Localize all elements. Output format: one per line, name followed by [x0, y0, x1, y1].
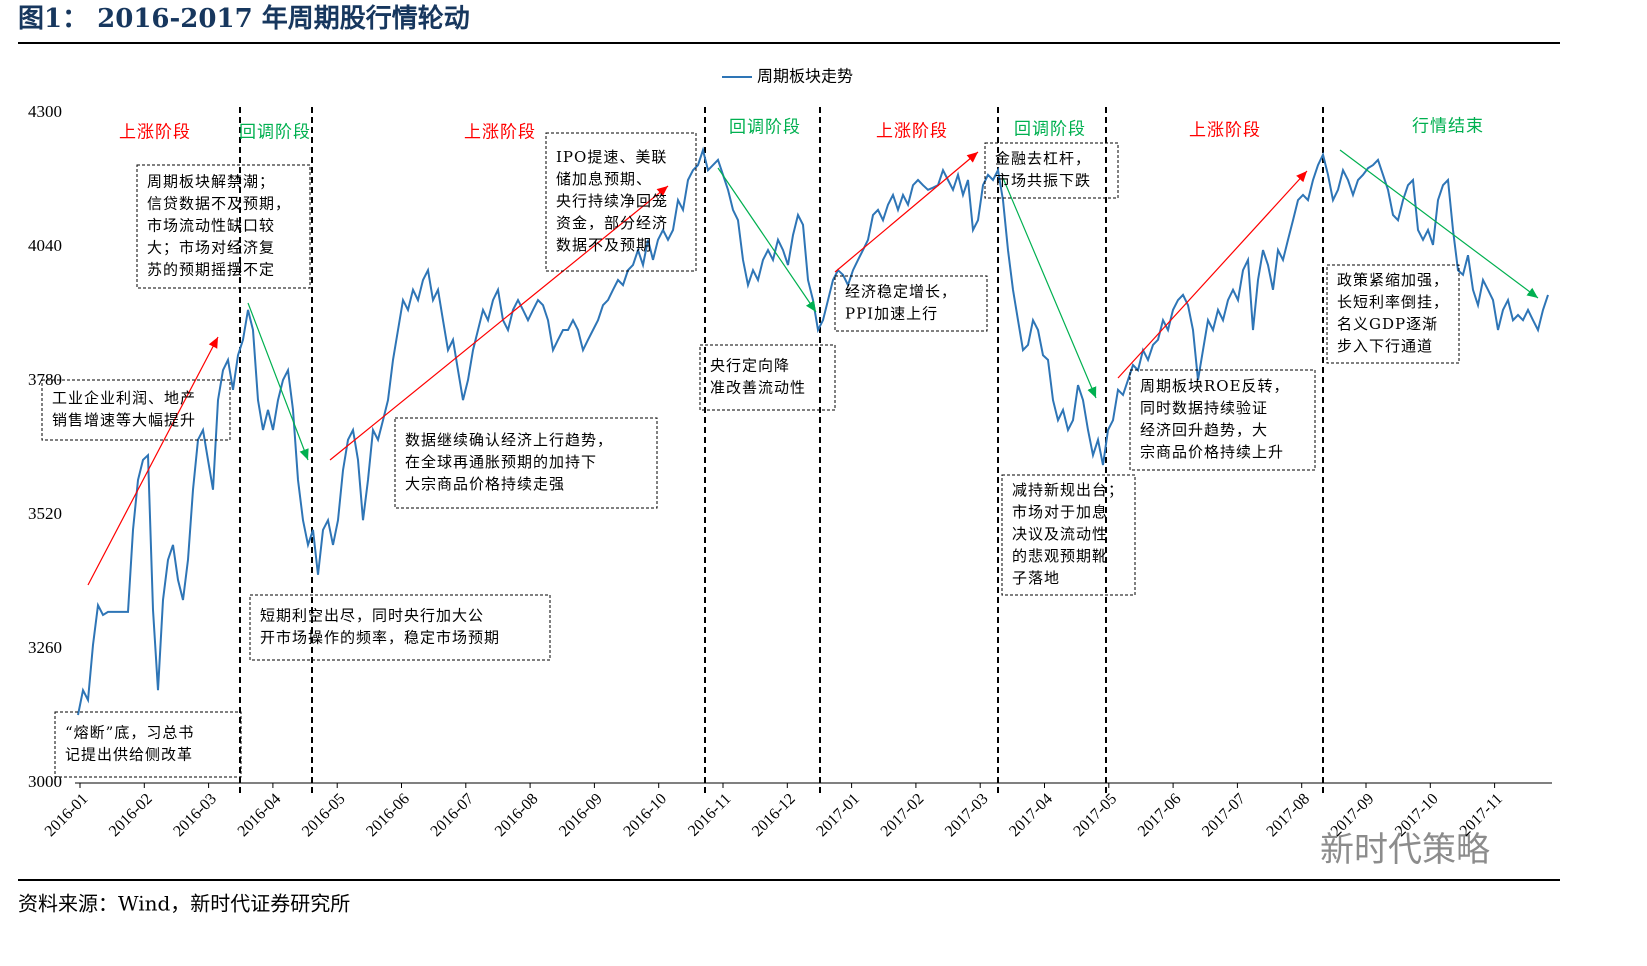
annotation-text: 同时数据持续验证 — [1140, 399, 1268, 417]
phase-label: 回调阶段 — [729, 118, 801, 138]
annotation-text: 大宗商品价格持续走强 — [405, 475, 565, 493]
trend-arrow — [1339, 149, 1539, 299]
y-tick-label: 3000 — [28, 772, 62, 791]
trend-arrow — [1117, 170, 1308, 379]
watermark: 新时代策略 — [1320, 830, 1490, 870]
annotation-text: 决议及流动性 — [1012, 525, 1108, 543]
annotation-box — [249, 594, 551, 661]
phase-label: 上涨阶段 — [876, 122, 948, 142]
x-tick-label: 2016-09 — [556, 790, 606, 840]
annotation-box — [834, 275, 988, 332]
x-tick-label: 2016-01 — [42, 790, 92, 840]
y-tick-label: 3520 — [28, 504, 62, 523]
annotation-text: 经济稳定增长， — [845, 283, 957, 301]
annotation-box — [394, 417, 658, 509]
phase-label: 上涨阶段 — [119, 123, 191, 143]
trend-arrow — [329, 185, 669, 461]
annotation-box — [984, 142, 1119, 199]
annotation-text: 名义GDP逐渐 — [1337, 315, 1438, 333]
series-line — [77, 146, 1549, 716]
annotation-text: 市场对于加息 — [1012, 503, 1108, 521]
annotation-text: 周期板块解禁潮； — [147, 173, 275, 191]
annotation-box — [699, 344, 836, 411]
annotation-text: 的悲观预期靴 — [1012, 547, 1108, 565]
annotation-text: 金融去杠杆， — [995, 150, 1091, 168]
trend-arrow — [1002, 177, 1097, 399]
x-tick-label: 2016-06 — [363, 790, 413, 840]
y-tick-label: 3260 — [28, 638, 62, 657]
x-tick-label: 2016-05 — [299, 790, 349, 840]
y-tick-label: 3780 — [28, 370, 62, 389]
annotation-text: 销售增速等大幅提升 — [52, 411, 196, 429]
phase-label: 上涨阶段 — [1189, 121, 1261, 141]
x-tick-label: 2016-08 — [492, 790, 542, 840]
annotation-text: 减持新规出台； — [1012, 481, 1124, 499]
phase-label: 回调阶段 — [1014, 120, 1086, 140]
annotation-text: IPO提速、美联 — [556, 148, 667, 166]
annotation-text: 市场流动性缺口较 — [147, 217, 275, 235]
annotation-box — [1001, 474, 1136, 596]
x-tick-label: 2017-03 — [942, 790, 992, 840]
y-tick-label: 4040 — [28, 236, 62, 255]
annotation-text: 储加息预期、 — [556, 170, 652, 188]
annotation-text: 市场共振下跌 — [995, 172, 1091, 190]
annotation-text: 短期利空出尽，同时央行加大公 — [260, 607, 484, 625]
x-tick-label: 2017-06 — [1135, 790, 1185, 840]
trend-arrow — [87, 336, 219, 586]
annotation-text: 数据继续确认经济上行趋势， — [405, 431, 613, 449]
annotation-box — [54, 711, 242, 778]
annotation-text: 子落地 — [1012, 569, 1060, 587]
x-tick-label: 2017-05 — [1070, 790, 1120, 840]
annotation-text: PPI加速上行 — [845, 305, 938, 323]
phase-label: 回调阶段 — [239, 123, 311, 143]
annotation-text: 周期板块ROE反转， — [1140, 377, 1290, 395]
annotation-text: 宗商品价格持续上升 — [1140, 443, 1284, 461]
annotation-box — [1129, 369, 1316, 471]
annotation-text: 信贷数据不及预期， — [147, 195, 291, 213]
x-tick-label: 2016-02 — [106, 790, 156, 840]
annotation-text: 资金，部分经济 — [556, 214, 668, 232]
trend-arrow — [247, 302, 309, 461]
annotation-text: 长短利率倒挂， — [1337, 293, 1449, 311]
annotation-box — [41, 379, 231, 441]
annotation-text: 苏的预期摇摆不定 — [147, 261, 275, 279]
phase-label: 上涨阶段 — [464, 123, 536, 143]
x-tick-label: 2017-07 — [1199, 790, 1249, 840]
annotation-box — [136, 164, 311, 289]
x-tick-label: 2016-07 — [427, 790, 477, 840]
annotation-text: 开市场操作的频率，稳定市场预期 — [260, 629, 500, 647]
x-tick-label: 2017-04 — [1006, 790, 1056, 840]
annotation-text: 在全球再通胀预期的加持下 — [405, 453, 597, 471]
annotation-text: 央行持续净回笼 — [556, 192, 668, 210]
annotation-text: 大；市场对经济复 — [147, 239, 275, 257]
source: 资料来源：Wind，新时代证券研究所 — [18, 892, 350, 916]
phase-label: 行情结束 — [1412, 117, 1484, 137]
x-tick-label: 2016-12 — [749, 790, 799, 840]
annotation-text: 工业企业利润、地产 — [52, 389, 196, 407]
annotation-text: 步入下行通道 — [1337, 337, 1433, 355]
annotation-text: 央行定向降 — [710, 357, 790, 375]
trend-arrow — [717, 167, 817, 313]
x-tick-label: 2016-03 — [170, 790, 220, 840]
x-tick-label: 2016-11 — [685, 790, 734, 839]
annotation-text: 政策紧缩加强， — [1337, 271, 1449, 289]
x-tick-label: 2017-02 — [878, 790, 928, 840]
legend-label: 周期板块走势 — [757, 67, 853, 86]
x-tick-label: 2016-04 — [235, 790, 285, 840]
chart-title: 图1： 2016-2017 年周期股行情轮动 — [18, 3, 470, 34]
annotation-box — [1326, 264, 1460, 364]
annotation-text: 记提出供给侧改革 — [65, 746, 193, 764]
y-tick-label: 4300 — [28, 102, 62, 121]
annotation-text: “熔断”底，习总书 — [65, 724, 194, 742]
x-tick-label: 2016-10 — [620, 790, 670, 840]
annotation-text: 准改善流动性 — [710, 379, 806, 397]
annotation-text: 经济回升趋势，大 — [1140, 421, 1268, 439]
annotation-text: 数据不及预期 — [556, 236, 652, 254]
x-tick-label: 2017-01 — [813, 790, 863, 840]
trend-arrow — [834, 151, 979, 273]
annotation-box — [545, 132, 697, 272]
x-tick-label: 2017-08 — [1263, 790, 1313, 840]
